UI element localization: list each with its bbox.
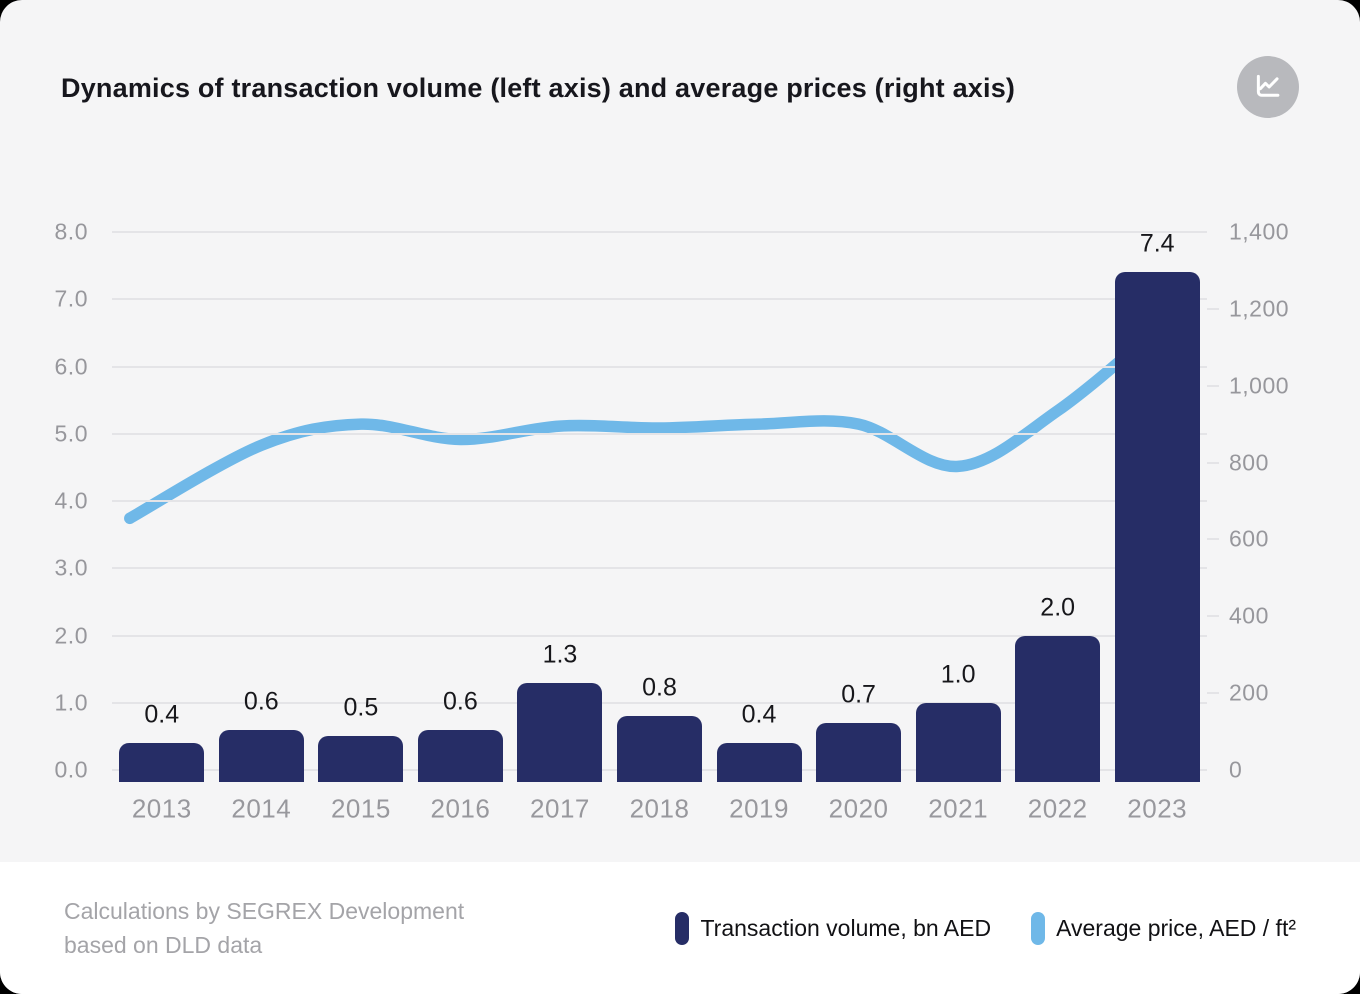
- x-axis-label: 2020: [828, 793, 889, 824]
- legend-label: Transaction volume, bn AED: [700, 914, 992, 941]
- right-axis-tick: 0: [1229, 756, 1243, 783]
- left-axis-tick: 2.0: [54, 622, 88, 648]
- x-axis-label: 2018: [629, 793, 690, 824]
- gridline: [112, 365, 1207, 368]
- chart-title: Dynamics of transaction volume (left axi…: [61, 73, 1016, 103]
- right-axis-tick: 200: [1229, 679, 1269, 706]
- right-axis-tick-mark: [1207, 307, 1219, 310]
- bar-value-label: 0.7: [841, 680, 876, 709]
- source-note-line2: based on DLD data: [64, 932, 263, 958]
- bar-2021: [915, 702, 1001, 782]
- right-axis-tick-mark: [1207, 538, 1219, 541]
- bar-2018: [617, 716, 702, 782]
- left-axis-tick: 4.0: [54, 487, 88, 514]
- line-chart-icon: [1251, 70, 1285, 104]
- chart-icon-button[interactable]: [1237, 56, 1299, 118]
- x-axis-label: 2019: [729, 793, 789, 824]
- bar-value-label: 1.0: [940, 660, 976, 689]
- x-axis-label: 2013: [131, 793, 192, 824]
- right-axis-tick-mark: [1207, 692, 1219, 695]
- bar-value-label: 0.4: [741, 700, 777, 729]
- bar-2014: [218, 729, 304, 782]
- legend-item-average-price: Average price, AED / ft²: [1031, 911, 1296, 945]
- x-axis-label: 2022: [1027, 793, 1088, 824]
- gridline: [112, 634, 1207, 637]
- bar-2013: [119, 743, 205, 782]
- x-axis-label: 2021: [928, 793, 989, 824]
- bar-value-label: 7.4: [1139, 229, 1175, 258]
- x-axis-label: 2015: [330, 793, 391, 824]
- legend-item-transaction-volume: Transaction volume, bn AED: [675, 911, 992, 945]
- right-axis-tick-mark: [1207, 615, 1219, 618]
- right-axis-tick: 400: [1229, 602, 1269, 629]
- bar-2020: [816, 722, 902, 782]
- gridline: [112, 231, 1207, 233]
- bar-2019: [716, 743, 802, 782]
- gridline: [112, 567, 1207, 570]
- left-axis-tick: 7.0: [54, 285, 88, 312]
- source-note-line1: Calculations by SEGREX Development: [64, 898, 465, 924]
- left-axis-tick: 0.0: [54, 756, 88, 783]
- x-axis-label: 2023: [1127, 793, 1188, 824]
- left-axis-tick: 3.0: [54, 554, 88, 581]
- header: Dynamics of transaction volume (left axi…: [61, 56, 1299, 118]
- right-axis-tick-mark: [1207, 384, 1219, 387]
- left-axis-tick: 6.0: [54, 353, 88, 379]
- right-axis-tick: 600: [1229, 525, 1269, 552]
- source-note: Calculations by SEGREX Development based…: [64, 894, 464, 962]
- gridline: [112, 298, 1207, 301]
- left-axis-tick: 8.0: [54, 218, 88, 245]
- bar-2022: [1015, 635, 1101, 782]
- bar-value-label: 0.5: [343, 693, 379, 722]
- right-axis-tick: 1,000: [1229, 372, 1290, 399]
- legend-label: Average price, AED / ft²: [1056, 914, 1296, 941]
- bar-value-label: 2.0: [1040, 593, 1076, 621]
- right-axis-tick: 1,200: [1229, 295, 1290, 322]
- line-series-swatch: [1031, 911, 1046, 945]
- x-axis-label: 2014: [231, 793, 292, 824]
- x-axis-label: 2017: [530, 793, 590, 824]
- gridline: [112, 701, 1207, 704]
- left-axis-tick: 5.0: [54, 420, 88, 447]
- x-axis-label: 2016: [430, 793, 491, 824]
- legend: Transaction volume, bn AED Average price…: [675, 911, 1296, 945]
- right-axis-tick: 1,400: [1229, 218, 1290, 245]
- bar-2015: [318, 736, 404, 782]
- gridline: [112, 500, 1207, 502]
- bar-2017: [517, 682, 603, 782]
- bar-series-swatch: [675, 911, 690, 945]
- right-axis-tick-mark: [1207, 461, 1219, 464]
- right-axis-tick: 800: [1229, 449, 1269, 476]
- left-axis-tick: 1.0: [54, 689, 88, 716]
- bar-value-label: 0.4: [144, 700, 180, 729]
- footer: Calculations by SEGREX Development based…: [0, 862, 1360, 994]
- bar-2016: [417, 729, 503, 782]
- bar-value-label: 1.3: [542, 640, 578, 669]
- bar-2023: [1114, 272, 1200, 782]
- bar-value-label: 0.8: [642, 673, 677, 702]
- chart-plot-area: 8.0 7.0 6.0 5.0 4.0 3.0 2.0 1.0 0.0 1,400 1,200 1,0…: [54, 218, 1290, 824]
- bar-value-label: 0.6: [243, 687, 279, 716]
- bar-value-label: 0.6: [443, 687, 478, 716]
- gridline: [112, 432, 1207, 435]
